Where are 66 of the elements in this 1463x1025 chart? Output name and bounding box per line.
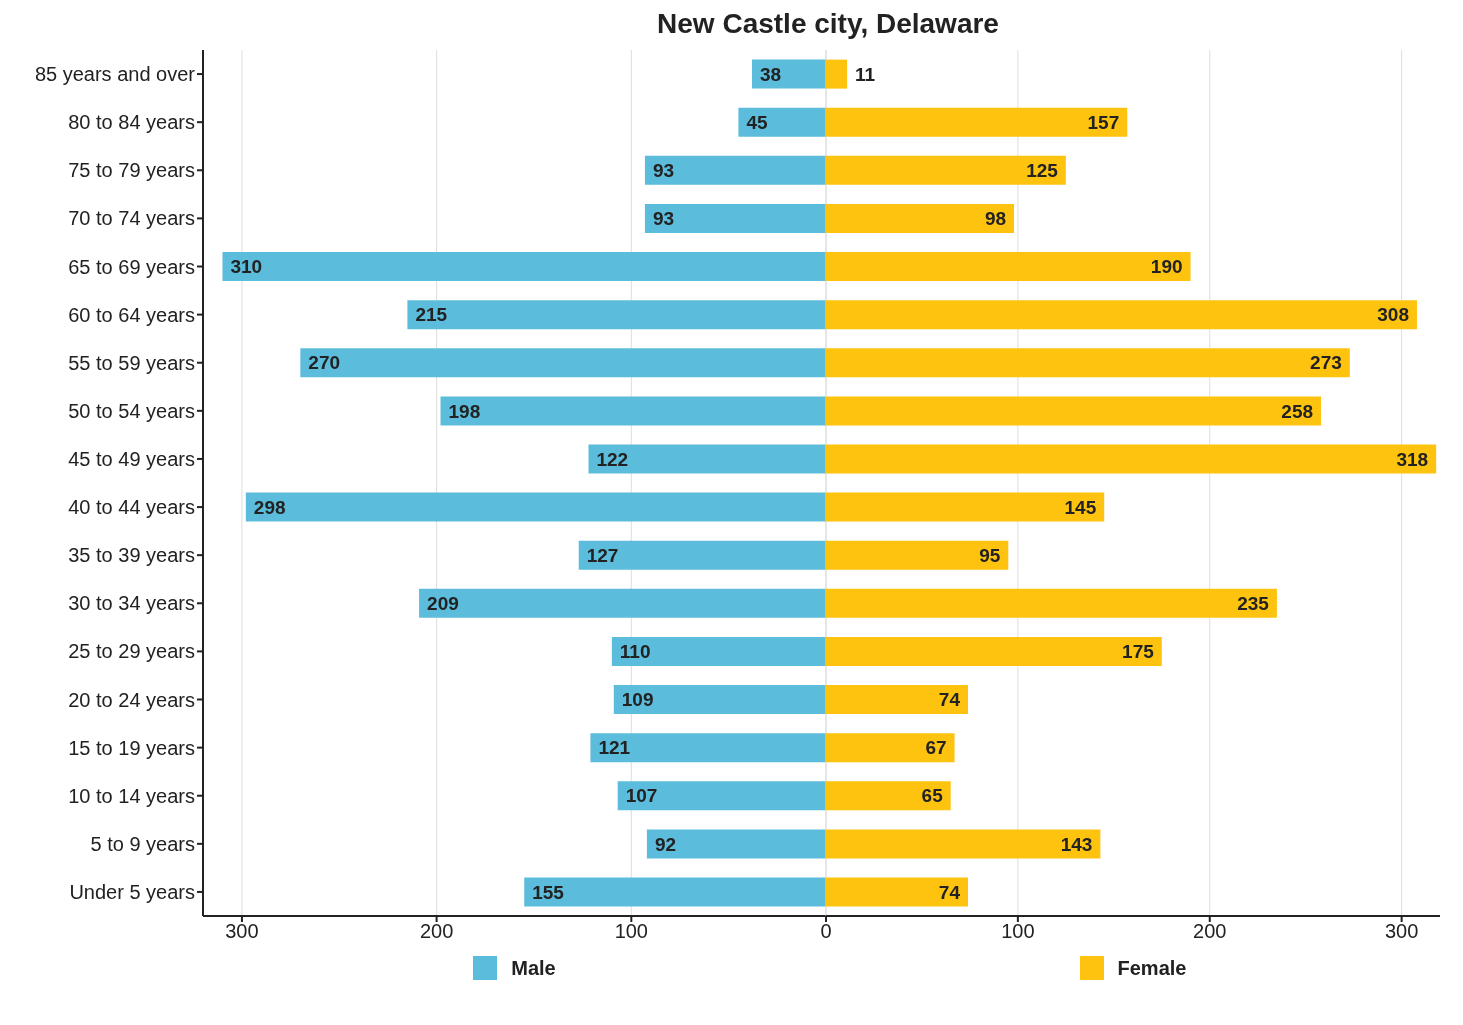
y-tick-label: 65 to 69 years bbox=[68, 255, 195, 278]
data-label: 122 bbox=[596, 448, 629, 470]
data-label: 98 bbox=[984, 208, 1007, 230]
y-tick-label: 85 years and over bbox=[34, 63, 196, 86]
data-label: 110 bbox=[619, 641, 651, 663]
data-label: 67 bbox=[925, 737, 947, 759]
data-label: 11 bbox=[855, 63, 876, 85]
data-label: 175 bbox=[1122, 641, 1155, 663]
data-label: 198 bbox=[448, 400, 481, 422]
data-label: 95 bbox=[979, 544, 1001, 566]
data-label: 109 bbox=[621, 689, 654, 711]
data-label: 38 bbox=[760, 63, 782, 85]
data-label: 235 bbox=[1237, 592, 1270, 614]
data-label: 155 bbox=[532, 881, 565, 903]
bar bbox=[738, 107, 826, 137]
data-label: 121 bbox=[598, 737, 631, 759]
legend-label: Female bbox=[1117, 956, 1187, 980]
x-tick-label: 100 bbox=[614, 920, 648, 943]
y-tick-label: 50 to 54 years bbox=[68, 399, 195, 422]
y-tick-label: 25 to 29 years bbox=[68, 640, 195, 663]
data-label: 125 bbox=[1026, 159, 1059, 181]
data-label: 310 bbox=[230, 256, 263, 278]
data-label: 190 bbox=[1150, 256, 1183, 278]
data-label: 107 bbox=[625, 785, 658, 807]
chart-title: New Castle city, Delaware bbox=[656, 8, 1000, 40]
x-tick-label: 0 bbox=[820, 920, 832, 943]
data-label: 145 bbox=[1064, 496, 1097, 518]
data-label: 157 bbox=[1087, 111, 1120, 133]
data-label: 298 bbox=[253, 496, 286, 518]
x-tick-label: 300 bbox=[1384, 920, 1419, 943]
data-label: 273 bbox=[1310, 352, 1342, 374]
data-label: 215 bbox=[415, 304, 448, 326]
x-tick-label: 100 bbox=[1001, 920, 1035, 943]
y-tick-label: 35 to 39 years bbox=[68, 544, 195, 567]
data-label: 74 bbox=[938, 689, 961, 711]
data-label: 258 bbox=[1281, 400, 1314, 422]
data-label: 93 bbox=[652, 208, 675, 230]
y-tick-label: 70 to 74 years bbox=[68, 207, 195, 230]
data-label: 93 bbox=[652, 159, 675, 181]
data-label: 65 bbox=[921, 785, 944, 807]
data-label: 92 bbox=[654, 833, 677, 855]
data-label: 74 bbox=[938, 881, 961, 903]
data-label: 308 bbox=[1377, 304, 1409, 326]
data-label: 45 bbox=[746, 111, 768, 133]
data-label: 209 bbox=[427, 592, 459, 614]
x-tick-label: 200 bbox=[419, 920, 454, 943]
x-tick-label: 300 bbox=[225, 920, 259, 943]
y-tick-label: 40 to 44 years bbox=[68, 496, 195, 519]
y-tick-label: 30 to 34 years bbox=[68, 592, 195, 615]
data-label: 143 bbox=[1060, 833, 1093, 855]
y-tick-label: 5 to 9 years bbox=[90, 832, 195, 855]
y-tick-label: 60 to 64 years bbox=[68, 303, 195, 326]
data-label: 127 bbox=[586, 544, 619, 566]
data-label: 270 bbox=[308, 352, 341, 374]
y-tick-label: 15 to 19 years bbox=[68, 736, 195, 759]
y-tick-label: Under 5 years bbox=[69, 881, 195, 904]
x-tick-label: 200 bbox=[1193, 920, 1227, 943]
y-tick-label: 80 to 84 years bbox=[68, 111, 195, 134]
y-tick-label: 55 to 59 years bbox=[68, 351, 195, 374]
bar bbox=[826, 59, 848, 89]
y-tick-label: 20 to 24 years bbox=[68, 688, 195, 711]
y-tick-label: 75 to 79 years bbox=[68, 159, 195, 182]
y-tick-label: 45 to 49 years bbox=[68, 448, 195, 471]
legend-label: Male bbox=[511, 956, 556, 980]
data-label: 318 bbox=[1396, 448, 1429, 470]
y-tick-label: 10 to 14 years bbox=[68, 784, 195, 807]
